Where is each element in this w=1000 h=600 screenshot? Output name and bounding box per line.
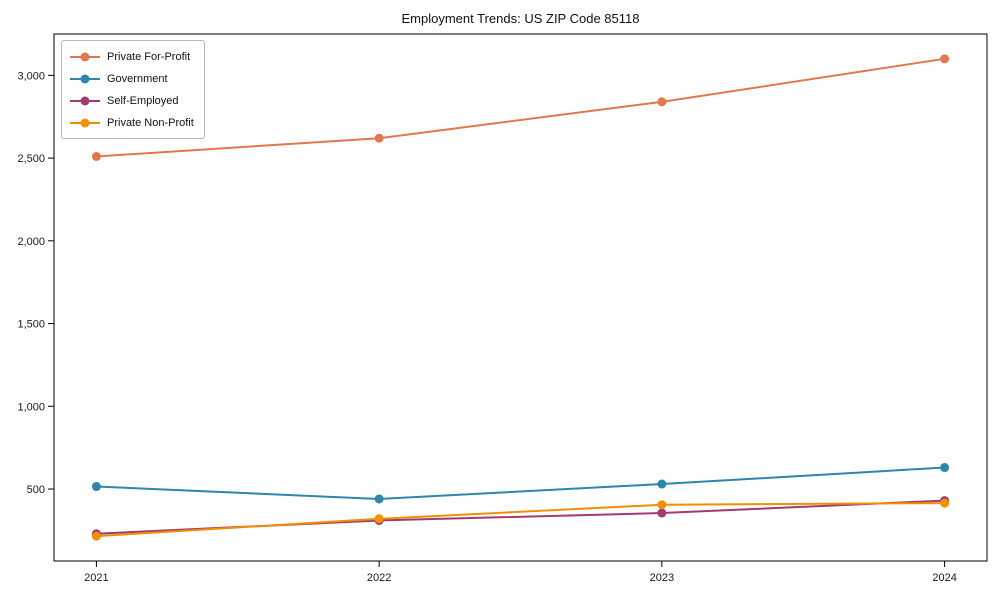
data-point-marker (91, 151, 101, 161)
x-tick-label: 2024 (932, 572, 956, 584)
data-point-marker (374, 494, 384, 504)
legend-label: Private For-Profit (107, 50, 191, 63)
x-tick-label: 2021 (84, 572, 108, 584)
x-tick-label: 2023 (650, 572, 674, 584)
legend-line-marker-icon (70, 52, 100, 61)
y-tick-label: 1,500 (17, 319, 45, 331)
legend-label: Private Non-Profit (107, 116, 194, 129)
series-line (96, 57, 945, 158)
data-point-marker (940, 463, 950, 473)
x-tick-label: 2022 (367, 572, 391, 584)
legend-item: Government (70, 68, 194, 89)
data-point-marker (657, 500, 667, 510)
legend-line-marker-icon (70, 118, 100, 127)
data-point-marker (940, 498, 950, 508)
y-tick-label: 500 (27, 484, 45, 496)
data-point-marker (374, 514, 384, 524)
data-point-marker (657, 97, 667, 107)
chart-title: Employment Trends: US ZIP Code 85118 (401, 11, 640, 26)
y-tick-label: 1,000 (17, 401, 45, 413)
legend-label: Government (107, 72, 168, 85)
y-tick-label: 3,000 (17, 70, 45, 82)
legend-item: Private Non-Profit (70, 112, 194, 133)
legend-line-marker-icon (70, 96, 100, 105)
series-line (96, 466, 945, 500)
legend: Private For-Profit Government Self-Employe… (61, 40, 205, 139)
data-point-marker (91, 531, 101, 541)
legend-label: Self-Employed (107, 94, 179, 107)
legend-line-marker-icon (70, 74, 100, 83)
series-line (96, 502, 945, 538)
data-point-marker (91, 482, 101, 492)
data-point-marker (374, 133, 384, 143)
data-point-marker (657, 479, 667, 489)
plot-border (53, 33, 988, 562)
data-point-marker (940, 54, 950, 64)
legend-item: Private For-Profit (70, 46, 194, 67)
data-point-marker (657, 508, 667, 518)
y-tick-label: 2,000 (17, 236, 45, 248)
legend-item: Self-Employed (70, 90, 194, 111)
y-tick-label: 2,500 (17, 153, 45, 165)
